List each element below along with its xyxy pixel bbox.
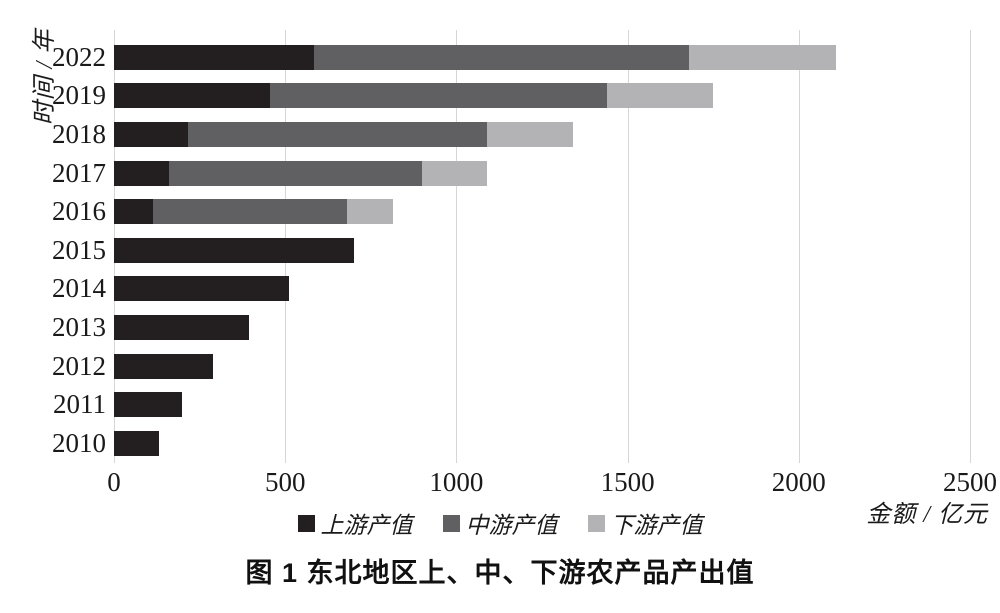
x-tick-label: 0	[107, 467, 121, 497]
bar-row	[114, 38, 970, 77]
bar-row	[114, 192, 970, 231]
stacked-bar-2018	[114, 121, 970, 147]
legend-label: 下游产值	[610, 513, 703, 538]
stacked-bar-2016	[114, 199, 970, 225]
x-tick-label: 1500	[600, 467, 655, 497]
x-tick-label: 500	[264, 467, 306, 497]
stacked-bar-2019	[114, 83, 970, 109]
bar-segment	[114, 121, 188, 147]
year-label: 2015	[52, 234, 106, 265]
year-label: 2022	[52, 41, 106, 72]
bar-segment	[114, 353, 214, 379]
stacked-bar-2022	[114, 44, 970, 70]
gridline	[970, 30, 971, 463]
legend-item: 上游产值	[297, 506, 413, 540]
legend-item: 中游产值	[442, 506, 558, 540]
legend-item: 下游产值	[587, 506, 703, 540]
year-label: 2017	[52, 157, 106, 188]
stacked-bar-2013	[114, 314, 970, 340]
bar-row	[114, 308, 970, 347]
bar-segment	[114, 314, 250, 340]
year-label: 2019	[52, 80, 106, 111]
bar-segment	[689, 44, 837, 70]
bar-segment	[114, 430, 159, 456]
bar-segment	[346, 199, 394, 225]
x-tick-label: 1000	[429, 467, 484, 497]
bar-row	[114, 270, 970, 309]
x-tick-label: 2000	[771, 467, 826, 497]
year-label: 2016	[52, 196, 106, 227]
year-axis: 2022 2019 2018 2017 2016 2015 2014 2013 2012 2011…	[0, 38, 106, 463]
chart-title: 图 1 东北地区上、中、下游农产品产出值	[245, 558, 755, 588]
gridline	[798, 30, 800, 463]
stacked-bar-2011	[114, 392, 970, 418]
bar-row	[114, 115, 970, 154]
x-axis-ticks: 0 500 1000 1500 2000 2500	[107, 467, 997, 497]
bar-segment	[187, 121, 488, 147]
bar-segment	[114, 276, 289, 302]
bar-segment	[168, 160, 423, 186]
legend-swatch	[587, 514, 605, 532]
bar-row	[114, 231, 970, 270]
legend-swatch	[442, 514, 460, 532]
year-label: 2012	[52, 350, 106, 381]
plot-area	[114, 38, 970, 463]
bar-row	[114, 77, 970, 116]
bar-segment	[607, 83, 714, 109]
bar-segment	[269, 83, 608, 109]
bar-segment	[487, 121, 573, 147]
year-label: 2013	[52, 311, 106, 342]
bar-segment	[114, 44, 315, 70]
year-label: 2011	[53, 389, 106, 420]
gridline	[627, 30, 629, 463]
bar-segment	[114, 237, 354, 263]
legend-label: 上游产值	[320, 513, 413, 538]
bar-segment	[314, 44, 690, 70]
x-axis-label: 金额 / 亿元	[866, 502, 988, 528]
gridline	[456, 30, 458, 463]
bar-segment	[114, 160, 169, 186]
year-label: 2018	[52, 118, 106, 149]
legend: 上游产值 中游产值 下游产值	[0, 506, 1000, 540]
stacked-bar-2012	[114, 353, 970, 379]
stacked-bar-2010	[114, 430, 970, 456]
legend-label: 中游产值	[465, 513, 558, 538]
bar-segment	[114, 392, 183, 418]
year-label: 2010	[52, 427, 106, 458]
bar-segment	[422, 160, 488, 186]
legend-swatch	[297, 514, 315, 532]
x-tick-label: 2500	[943, 467, 997, 497]
stacked-bar-2017	[114, 160, 970, 186]
bar-segment	[114, 199, 154, 225]
bar-segment	[153, 199, 347, 225]
bar-row	[114, 385, 970, 424]
bar-segment	[114, 83, 270, 109]
bar-row	[114, 347, 970, 386]
bar-row	[114, 154, 970, 193]
bar-row	[114, 424, 970, 463]
stacked-bar-2014	[114, 276, 970, 302]
year-label: 2014	[52, 273, 106, 304]
stacked-bar-2015	[114, 237, 970, 263]
